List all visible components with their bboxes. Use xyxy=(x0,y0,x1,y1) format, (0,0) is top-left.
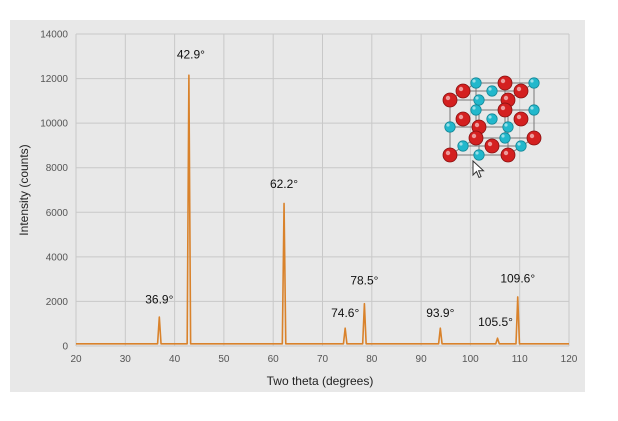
x-tick-label: 80 xyxy=(366,354,378,365)
grid-lines xyxy=(75,33,570,347)
x-tick-label: 120 xyxy=(561,354,578,365)
peak-label: 42.9° xyxy=(177,48,205,62)
y-tick-label: 4000 xyxy=(46,252,69,263)
xrd-chart: 0 2000 4000 6000 8000 10000 12000 14000 20 30 40 5… xyxy=(10,20,585,392)
x-tick-label: 40 xyxy=(169,354,181,365)
y-tick-label: 10000 xyxy=(40,119,68,130)
x-tick-label: 100 xyxy=(462,354,479,365)
x-tick-label: 70 xyxy=(317,354,329,365)
mouse-pointer-icon xyxy=(472,159,486,180)
x-tick-label: 110 xyxy=(512,354,528,365)
y-tick-label: 6000 xyxy=(46,208,69,219)
peak-label: 93.9° xyxy=(426,306,454,320)
x-tick-labels: 20 30 40 50 60 70 80 90 100 110 120 xyxy=(70,354,577,365)
peak-label: 74.6° xyxy=(331,306,359,320)
series-line xyxy=(76,74,569,345)
x-axis-title: Two theta (degrees) xyxy=(267,374,374,388)
y-tick-label: 2000 xyxy=(46,297,69,308)
y-tick-label: 14000 xyxy=(40,30,68,41)
peak-label: 105.5° xyxy=(478,315,513,329)
peak-label: 36.9° xyxy=(145,293,173,307)
y-tick-label: 8000 xyxy=(46,163,69,174)
y-tick-labels: 0 2000 4000 6000 8000 10000 12000 14000 xyxy=(40,30,68,353)
x-tick-label: 90 xyxy=(416,354,428,365)
y-axis-title: Intensity (counts) xyxy=(17,144,31,235)
x-tick-label: 50 xyxy=(218,354,230,365)
x-tick-label: 30 xyxy=(120,354,132,365)
y-tick-label: 12000 xyxy=(40,74,68,85)
rock-salt-crystal-structure-icon xyxy=(442,75,542,163)
x-tick-label: 20 xyxy=(70,354,82,365)
chart-svg: 0 2000 4000 6000 8000 10000 12000 14000 20 30 40 5… xyxy=(17,30,578,389)
peak-label: 78.5° xyxy=(350,274,378,288)
y-tick-label: 0 xyxy=(62,342,68,353)
peak-label: 62.2° xyxy=(270,177,298,191)
peak-labels: 36.9° 42.9° 62.2° 74.6° 78.5° 93.9° 105.5° 109.… xyxy=(145,48,535,329)
x-tick-label: 60 xyxy=(268,354,280,365)
peak-label: 109.6° xyxy=(500,271,535,285)
chart-background xyxy=(10,20,585,392)
